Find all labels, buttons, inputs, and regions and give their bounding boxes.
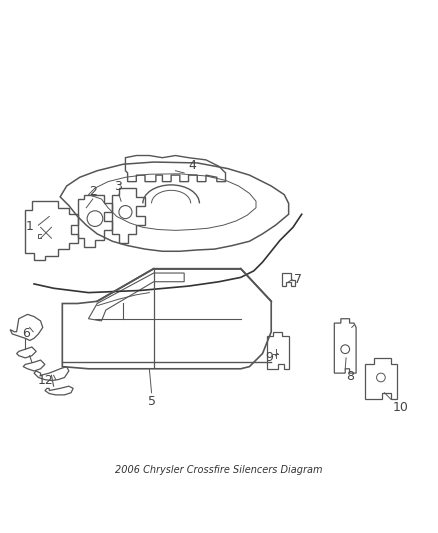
Text: 9: 9 xyxy=(265,351,273,364)
Text: 7: 7 xyxy=(294,273,302,286)
Text: 2: 2 xyxy=(89,185,97,198)
Text: 6: 6 xyxy=(22,327,30,341)
Text: 3: 3 xyxy=(114,180,122,193)
Text: 8: 8 xyxy=(346,370,354,383)
Text: 4: 4 xyxy=(188,159,196,172)
Text: 5: 5 xyxy=(148,395,155,408)
Text: 1: 1 xyxy=(26,220,34,233)
Text: 10: 10 xyxy=(393,400,409,414)
Text: 12: 12 xyxy=(38,375,53,387)
Text: 2006 Chrysler Crossfire Silencers Diagram: 2006 Chrysler Crossfire Silencers Diagra… xyxy=(115,465,323,475)
